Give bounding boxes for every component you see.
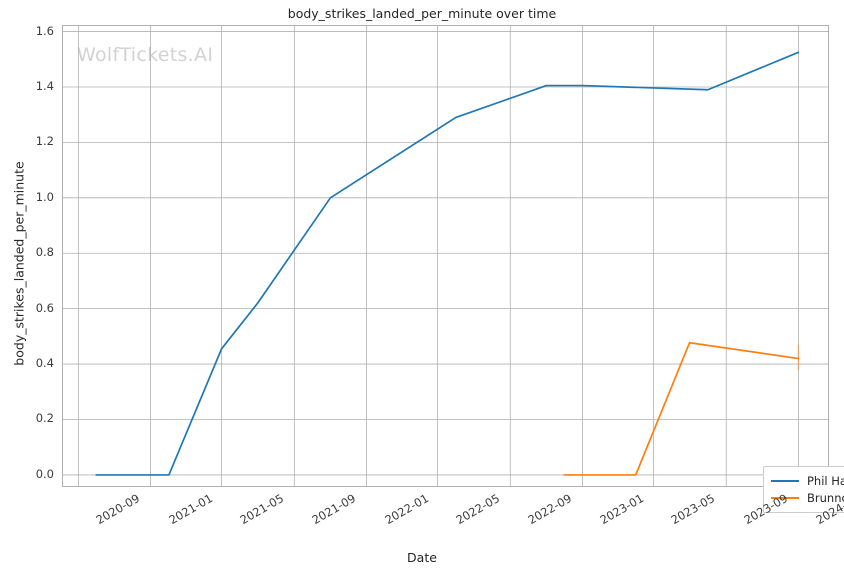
y-tick-label: 0.4 <box>35 356 54 371</box>
chart-legend[interactable]: Phil Hawes Brunno Ferreira <box>763 466 844 513</box>
chart-title: body_strikes_landed_per_minute over time <box>287 6 557 21</box>
y-tick-label: 1.2 <box>35 134 54 149</box>
x-tick-label: 2022-01 <box>381 491 431 528</box>
y-tick-label: 0.8 <box>35 245 54 260</box>
grid-lines-vertical <box>77 26 799 486</box>
y-tick-label: 1.0 <box>35 189 54 204</box>
y-tick-label: 0.2 <box>35 411 54 426</box>
x-tick-label: 2020-09 <box>93 491 143 528</box>
x-tick-label: 2021-01 <box>165 491 215 528</box>
x-axis-label: Date <box>407 550 437 565</box>
plot-area: WolfTickets.AI Phil Hawes Brunno Ferreir… <box>62 25 844 513</box>
plot-svg <box>63 26 828 486</box>
x-tick-label: 2022-09 <box>525 491 575 528</box>
y-axis-tick-labels: 0.0 0.2 0.4 0.6 0.8 1.0 1.2 1.4 1.6 <box>0 23 54 487</box>
x-tick-label: 2021-05 <box>236 491 286 528</box>
y-tick-label: 0.0 <box>35 466 54 481</box>
grid-lines-horizontal <box>63 31 828 476</box>
y-tick-label: 1.4 <box>35 78 54 93</box>
y-tick-label: 0.6 <box>35 300 54 315</box>
x-tick-label: 2022-05 <box>452 491 502 528</box>
legend-item-phil-hawes[interactable]: Phil Hawes <box>771 472 844 489</box>
legend-item-brunno-ferreira[interactable]: Brunno Ferreira <box>771 489 844 506</box>
legend-label: Brunno Ferreira <box>807 490 844 505</box>
y-axis-label: body_strikes_landed_per_minute <box>11 161 27 366</box>
x-tick-label: 2023-05 <box>668 491 718 528</box>
x-axis-tick-labels: 2020-09 2021-01 2021-05 2021-09 2022-01 … <box>62 487 844 547</box>
x-tick-label: 2021-09 <box>309 491 359 528</box>
x-tick-label: 2023-01 <box>597 491 647 528</box>
legend-color-swatch-icon <box>771 479 799 482</box>
legend-color-swatch-icon <box>771 496 799 499</box>
series-line-phil-hawes <box>95 51 800 476</box>
legend-label: Phil Hawes <box>807 473 844 488</box>
series-line-brunno-ferreira <box>563 341 800 476</box>
y-tick-label: 1.6 <box>35 23 54 38</box>
x-tick-label: 2023-09 <box>741 491 791 528</box>
